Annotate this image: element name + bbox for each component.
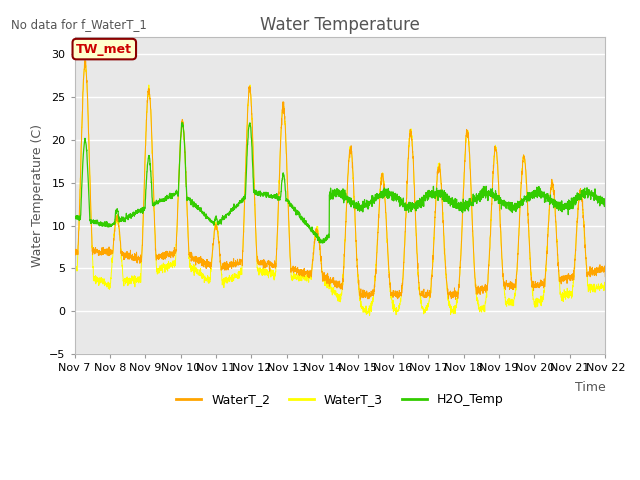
X-axis label: Time: Time — [575, 381, 605, 394]
Y-axis label: Water Temperature (C): Water Temperature (C) — [31, 124, 44, 267]
Text: TW_met: TW_met — [76, 43, 132, 56]
Title: Water Temperature: Water Temperature — [260, 16, 420, 34]
Legend: WaterT_2, WaterT_3, H2O_Temp: WaterT_2, WaterT_3, H2O_Temp — [172, 388, 509, 411]
Text: No data for f_WaterT_1: No data for f_WaterT_1 — [11, 18, 147, 31]
